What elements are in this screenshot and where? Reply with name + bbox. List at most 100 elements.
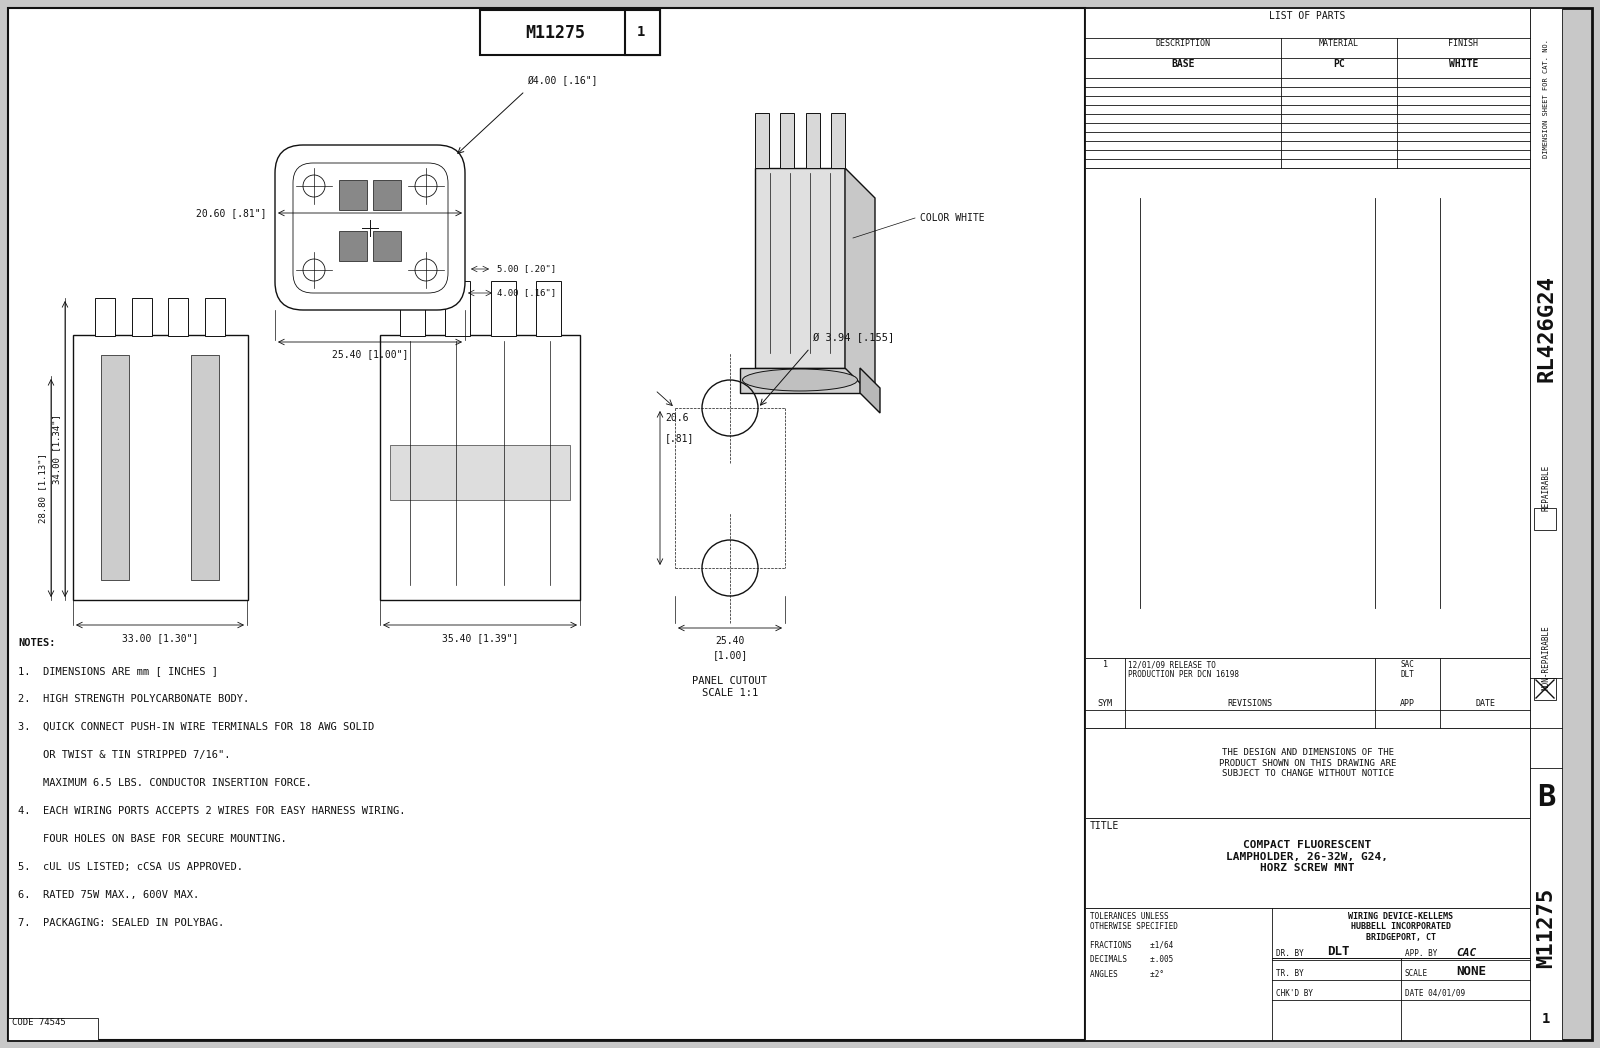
Text: 4.00 [.16"]: 4.00 [.16"] (498, 288, 557, 298)
Polygon shape (861, 368, 880, 413)
Text: CODE 74545: CODE 74545 (13, 1018, 66, 1027)
Text: DATE: DATE (1475, 699, 1494, 708)
Text: CHK'D BY: CHK'D BY (1275, 989, 1314, 998)
Text: 12/01/09 RELEASE TO
PRODUCTION PER DCN 16198: 12/01/09 RELEASE TO PRODUCTION PER DCN 1… (1128, 660, 1238, 679)
Text: 34.00 [1.34"]: 34.00 [1.34"] (51, 414, 61, 484)
Text: TR. BY: TR. BY (1275, 969, 1304, 978)
Text: WIRING DEVICE-KELLEMS
HUBBELL INCORPORATED
BRIDGEPORT, CT: WIRING DEVICE-KELLEMS HUBBELL INCORPORAT… (1349, 912, 1453, 942)
Bar (390, 445, 570, 500)
Text: 7.  PACKAGING: SEALED IN POLYBAG.: 7. PACKAGING: SEALED IN POLYBAG. (18, 918, 224, 927)
Bar (131, 298, 152, 336)
Bar (381, 335, 579, 601)
Bar (400, 281, 426, 336)
Text: DLT: DLT (1326, 945, 1349, 958)
Text: 35.40 [1.39"]: 35.40 [1.39"] (442, 633, 518, 643)
Text: M11275: M11275 (525, 23, 586, 42)
Bar (1085, 908, 1530, 1040)
Bar (94, 298, 115, 336)
Bar (8, 8, 1085, 1040)
Text: MATERIAL: MATERIAL (1318, 39, 1358, 48)
Text: RL426G24: RL426G24 (1536, 275, 1555, 381)
Bar (339, 231, 366, 261)
Bar (8, 1018, 98, 1040)
Text: 1.  DIMENSIONS ARE mm [ INCHES ]: 1. DIMENSIONS ARE mm [ INCHES ] (18, 665, 218, 676)
Text: FINISH: FINISH (1448, 39, 1478, 48)
Text: THE DESIGN AND DIMENSIONS OF THE
PRODUCT SHOWN ON THIS DRAWING ARE
SUBJECT TO CH: THE DESIGN AND DIMENSIONS OF THE PRODUCT… (1219, 748, 1397, 778)
Bar (1530, 8, 1562, 1040)
Bar (373, 231, 402, 261)
Text: TITLE: TITLE (1090, 821, 1120, 831)
Bar (1085, 658, 1530, 728)
Text: ANGLES       ±2°: ANGLES ±2° (1090, 970, 1165, 979)
Text: LIST OF PARTS: LIST OF PARTS (1269, 10, 1346, 21)
Text: NONE: NONE (1456, 965, 1486, 978)
Text: APP: APP (1400, 699, 1414, 708)
Bar (830, 113, 845, 168)
Bar (101, 355, 130, 580)
Text: 1: 1 (1102, 660, 1107, 669)
Bar (74, 335, 248, 601)
Bar (491, 281, 515, 336)
Bar (806, 113, 819, 168)
Text: NOTES:: NOTES: (18, 638, 56, 648)
Text: DATE 04/01/09: DATE 04/01/09 (1405, 989, 1466, 998)
Bar (536, 281, 562, 336)
Text: 25.40 [1.00"]: 25.40 [1.00"] (331, 349, 408, 359)
Text: 1: 1 (637, 25, 645, 40)
Bar (755, 113, 770, 168)
Bar (205, 298, 226, 336)
Bar (480, 10, 661, 54)
Text: BASE: BASE (1171, 59, 1195, 69)
Bar (1534, 508, 1555, 530)
Text: PANEL CUTOUT
SCALE 1:1: PANEL CUTOUT SCALE 1:1 (693, 676, 768, 698)
Text: REVISIONS: REVISIONS (1227, 699, 1272, 708)
Text: WHITE: WHITE (1448, 59, 1478, 69)
Text: DESCRIPTION: DESCRIPTION (1155, 39, 1211, 48)
Text: 6.  RATED 75W MAX., 600V MAX.: 6. RATED 75W MAX., 600V MAX. (18, 890, 200, 900)
Bar (626, 10, 661, 54)
Text: 5.00 [.20"]: 5.00 [.20"] (498, 264, 557, 274)
Bar (1085, 168, 1530, 658)
Text: SCALE: SCALE (1405, 969, 1429, 978)
Text: FOUR HOLES ON BASE FOR SECURE MOUNTING.: FOUR HOLES ON BASE FOR SECURE MOUNTING. (18, 834, 286, 844)
Bar (1085, 818, 1530, 908)
Text: PC: PC (1333, 59, 1344, 69)
Text: 28.80 [1.13"]: 28.80 [1.13"] (38, 453, 46, 523)
Polygon shape (845, 168, 875, 398)
Text: DIMENSION SHEET FOR CAT. NO.: DIMENSION SHEET FOR CAT. NO. (1542, 39, 1549, 157)
Text: 2.  HIGH STRENGTH POLYCARBONATE BODY.: 2. HIGH STRENGTH POLYCARBONATE BODY. (18, 694, 250, 704)
Bar (755, 168, 845, 368)
Text: Ø4.00 [.16"]: Ø4.00 [.16"] (526, 75, 597, 86)
Text: 4.  EACH WIRING PORTS ACCEPTS 2 WIRES FOR EASY HARNESS WIRING.: 4. EACH WIRING PORTS ACCEPTS 2 WIRES FOR… (18, 806, 405, 816)
Text: M11275: M11275 (1536, 888, 1555, 968)
Text: NON-REPAIRABLE: NON-REPAIRABLE (1541, 626, 1550, 691)
Text: SYM: SYM (1098, 699, 1112, 708)
Text: [.81]: [.81] (666, 433, 694, 443)
Bar (1534, 678, 1555, 700)
Text: CAC: CAC (1456, 948, 1477, 958)
Bar (1085, 728, 1530, 818)
Text: 1: 1 (1542, 1012, 1550, 1026)
Text: COMPACT FLUORESCENT
LAMPHOLDER, 26-32W, G24,
HORZ SCREW MNT: COMPACT FLUORESCENT LAMPHOLDER, 26-32W, … (1227, 840, 1389, 873)
Text: Ø 3.94 [.155]: Ø 3.94 [.155] (813, 333, 894, 343)
FancyBboxPatch shape (275, 145, 466, 310)
Text: TOLERANCES UNLESS
OTHERWISE SPECIFIED: TOLERANCES UNLESS OTHERWISE SPECIFIED (1090, 912, 1178, 932)
Bar (1085, 8, 1530, 168)
Bar (339, 180, 366, 210)
Text: MAXIMUM 6.5 LBS. CONDUCTOR INSERTION FORCE.: MAXIMUM 6.5 LBS. CONDUCTOR INSERTION FOR… (18, 778, 312, 788)
Text: 25.40: 25.40 (715, 636, 744, 646)
Text: 33.00 [1.30"]: 33.00 [1.30"] (122, 633, 198, 643)
Text: APP. BY: APP. BY (1405, 949, 1437, 958)
Text: SAC
DLT: SAC DLT (1400, 660, 1414, 679)
Text: [1.00]: [1.00] (712, 650, 747, 660)
Bar (739, 368, 861, 393)
Text: 20.60 [.81"]: 20.60 [.81"] (197, 208, 267, 218)
Bar (373, 180, 402, 210)
Text: REPAIRABLE: REPAIRABLE (1541, 465, 1550, 511)
Bar (168, 298, 189, 336)
Bar (781, 113, 794, 168)
Text: DR. BY: DR. BY (1275, 949, 1304, 958)
Text: OR TWIST & TIN STRIPPED 7/16".: OR TWIST & TIN STRIPPED 7/16". (18, 750, 230, 760)
Text: 20.6: 20.6 (666, 413, 688, 423)
Text: 3.  QUICK CONNECT PUSH-IN WIRE TERMINALS FOR 18 AWG SOLID: 3. QUICK CONNECT PUSH-IN WIRE TERMINALS … (18, 722, 374, 732)
